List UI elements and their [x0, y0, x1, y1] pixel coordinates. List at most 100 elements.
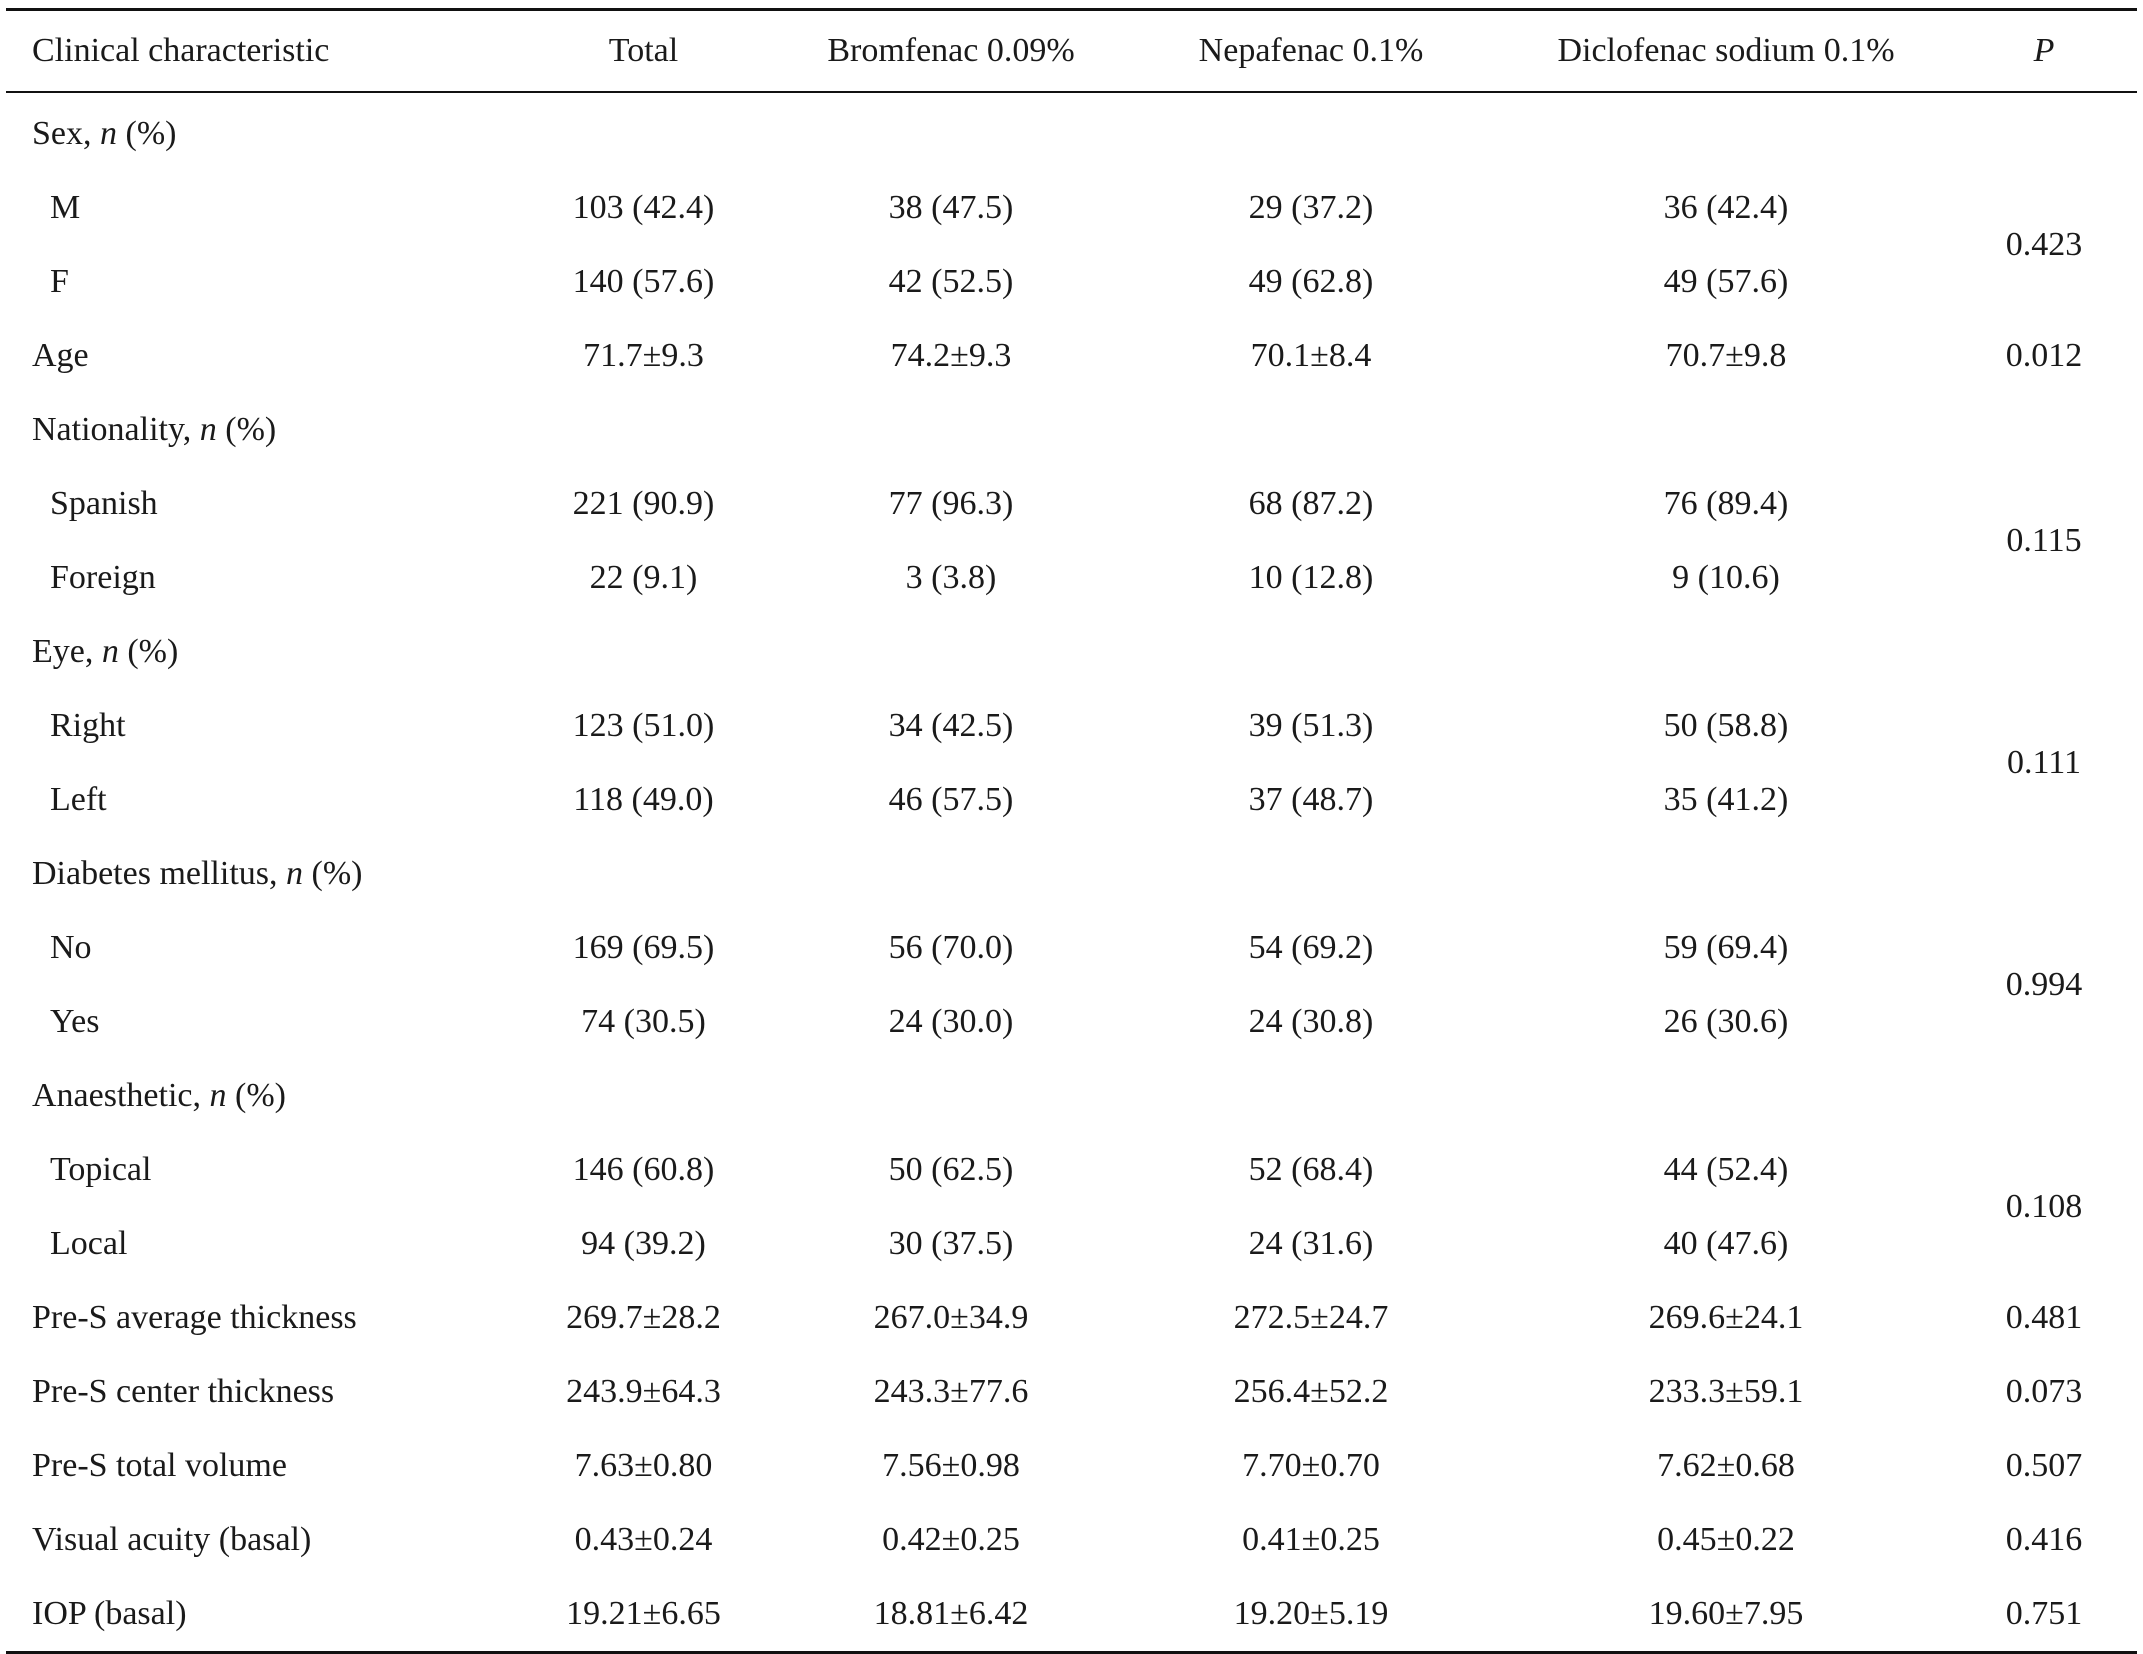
row-label: Left — [50, 781, 107, 818]
group-label-text: Anaesthetic, — [32, 1077, 210, 1114]
table-row: Local 94 (39.2) 30 (37.5) 24 (31.6) 40 (… — [6, 1207, 2137, 1281]
cell-total: 221 (90.9) — [572, 485, 715, 522]
cell-diclofenac: 76 (89.4) — [1663, 485, 1789, 522]
cell-diclofenac: 50 (58.8) — [1663, 707, 1789, 744]
cell-diclofenac: 269.6±24.1 — [1648, 1299, 1804, 1336]
cell-bromfenac: 243.3±77.6 — [873, 1373, 1029, 1410]
cell-nepafenac: 19.20±5.19 — [1233, 1595, 1389, 1632]
group-row-nationality: Nationality, n (%) — [6, 393, 2137, 467]
table-header: Clinical characteristic Total Bromfenac … — [6, 9, 2137, 92]
cell-total: 118 (49.0) — [573, 781, 714, 818]
cell-total: 19.21±6.65 — [566, 1595, 721, 1632]
header-total: Total — [608, 32, 679, 69]
row-label: Topical — [50, 1151, 152, 1188]
cell-diclofenac: 49 (57.6) — [1663, 263, 1789, 300]
cell-diclofenac: 19.60±7.95 — [1648, 1595, 1804, 1632]
row-label: Right — [50, 707, 126, 744]
header-p-value: P — [2033, 32, 2055, 69]
header-nepafenac: Nepafenac 0.1% — [1198, 32, 1424, 69]
cell-total: 169 (69.5) — [572, 929, 715, 966]
table-row: F 140 (57.6) 42 (52.5) 49 (62.8) 49 (57.… — [6, 245, 2137, 319]
header-bromfenac: Bromfenac 0.09% — [827, 32, 1075, 69]
cell-bromfenac: 56 (70.0) — [888, 929, 1014, 966]
percent-suffix: (%) — [226, 1077, 286, 1114]
cell-nepafenac: 70.1±8.4 — [1250, 337, 1372, 374]
table-row: IOP (basal) 19.21±6.65 18.81±6.42 19.20±… — [6, 1577, 2137, 1653]
cell-diclofenac: 36 (42.4) — [1663, 189, 1789, 226]
group-row-eye: Eye, n (%) — [6, 615, 2137, 689]
cell-p-value: 0.416 — [2005, 1521, 2083, 1558]
cell-diclofenac: 70.7±9.8 — [1665, 337, 1787, 374]
cell-total: 74 (30.5) — [581, 1003, 706, 1040]
row-label: Spanish — [50, 485, 158, 522]
table-row: Left 118 (49.0) 46 (57.5) 37 (48.7) 35 (… — [6, 763, 2137, 837]
cell-bromfenac: 46 (57.5) — [888, 781, 1014, 818]
n-symbol: n — [100, 115, 117, 152]
table-row: Foreign 22 (9.1) 3 (3.8) 10 (12.8) 9 (10… — [6, 541, 2137, 615]
header-diclofenac: Diclofenac sodium 0.1% — [1557, 32, 1895, 69]
cell-p-value: 0.994 — [2005, 966, 2083, 1003]
cell-nepafenac: 7.70±0.70 — [1242, 1447, 1380, 1484]
cell-bromfenac: 3 (3.8) — [905, 559, 997, 596]
row-label: F — [50, 263, 69, 300]
cell-diclofenac: 9 (10.6) — [1672, 559, 1780, 596]
clinical-characteristics-table-wrap: Clinical characteristic Total Bromfenac … — [6, 8, 2137, 1654]
cell-p-value: 0.012 — [2005, 337, 2083, 374]
cell-p-value: 0.073 — [2005, 1373, 2083, 1410]
cell-bromfenac: 7.56±0.98 — [882, 1447, 1020, 1484]
cell-nepafenac: 10 (12.8) — [1248, 559, 1374, 596]
cell-p-value: 0.108 — [2005, 1188, 2083, 1225]
cell-nepafenac: 256.4±52.2 — [1233, 1373, 1389, 1410]
n-symbol: n — [209, 1077, 227, 1114]
row-label: Local — [50, 1225, 128, 1262]
cell-bromfenac: 0.42±0.25 — [882, 1521, 1020, 1558]
cell-diclofenac: 44 (52.4) — [1663, 1151, 1789, 1188]
cell-total: 71.7±9.3 — [583, 337, 704, 374]
table-body: Sex, n (%) M 103 (42.4) 38 (47.5) 29 (37… — [6, 92, 2137, 1653]
row-label: M — [50, 189, 81, 226]
group-label-nationality: Nationality, n (%) — [6, 393, 2137, 467]
cell-total: 140 (57.6) — [572, 263, 715, 300]
cell-nepafenac: 52 (68.4) — [1248, 1151, 1374, 1188]
table-row: No 169 (69.5) 56 (70.0) 54 (69.2) 59 (69… — [6, 911, 2137, 1003]
cell-total: 0.43±0.24 — [574, 1521, 713, 1558]
cell-total: 7.63±0.80 — [574, 1447, 713, 1484]
table-row: Pre-S average thickness 269.7±28.2 267.0… — [6, 1281, 2137, 1355]
cell-bromfenac: 74.2±9.3 — [890, 337, 1012, 374]
cell-bromfenac: 18.81±6.42 — [873, 1595, 1029, 1632]
n-symbol: n — [286, 855, 304, 892]
table-row: Pre-S center thickness 243.9±64.3 243.3±… — [6, 1355, 2137, 1429]
table-row: Yes 74 (30.5) 24 (30.0) 24 (30.8) 26 (30… — [6, 985, 2137, 1059]
row-label: Age — [32, 337, 89, 374]
row-label: Pre-S center thickness — [32, 1373, 335, 1410]
cell-diclofenac: 26 (30.6) — [1663, 1003, 1789, 1040]
group-row-anaesthetic: Anaesthetic, n (%) — [6, 1059, 2137, 1133]
cell-total: 269.7±28.2 — [566, 1299, 721, 1336]
cell-p-value: 0.115 — [2006, 522, 2082, 559]
cell-nepafenac: 49 (62.8) — [1248, 263, 1374, 300]
group-label-text: Nationality, — [32, 411, 200, 448]
cell-bromfenac: 42 (52.5) — [888, 263, 1014, 300]
cell-p-value: 0.507 — [2005, 1447, 2083, 1484]
cell-total: 123 (51.0) — [572, 707, 715, 744]
table-row-age: Age 71.7±9.3 74.2±9.3 70.1±8.4 70.7±9.8 … — [6, 319, 2137, 393]
cell-bromfenac: 50 (62.5) — [888, 1151, 1014, 1188]
cell-nepafenac: 0.41±0.25 — [1242, 1521, 1380, 1558]
cell-p-value: 0.751 — [2005, 1595, 2083, 1632]
cell-total: 146 (60.8) — [572, 1151, 715, 1188]
table-row: Right 123 (51.0) 34 (42.5) 39 (51.3) 50 … — [6, 689, 2137, 781]
table-row: Pre-S total volume 7.63±0.80 7.56±0.98 7… — [6, 1429, 2137, 1503]
percent-suffix: (%) — [117, 115, 177, 152]
header-clinical-characteristic: Clinical characteristic — [32, 32, 330, 69]
cell-nepafenac: 68 (87.2) — [1248, 485, 1374, 522]
table-row: M 103 (42.4) 38 (47.5) 29 (37.2) 36 (42.… — [6, 171, 2137, 263]
group-label-text: Eye, — [32, 633, 102, 670]
row-label: Pre-S total volume — [32, 1447, 287, 1484]
cell-diclofenac: 40 (47.6) — [1663, 1225, 1789, 1262]
cell-nepafenac: 24 (31.6) — [1248, 1225, 1374, 1262]
cell-p-value: 0.111 — [2007, 744, 2081, 781]
row-label: IOP (basal) — [32, 1595, 187, 1632]
cell-diclofenac: 233.3±59.1 — [1648, 1373, 1804, 1410]
cell-nepafenac: 39 (51.3) — [1248, 707, 1374, 744]
group-label-eye: Eye, n (%) — [6, 615, 2137, 689]
